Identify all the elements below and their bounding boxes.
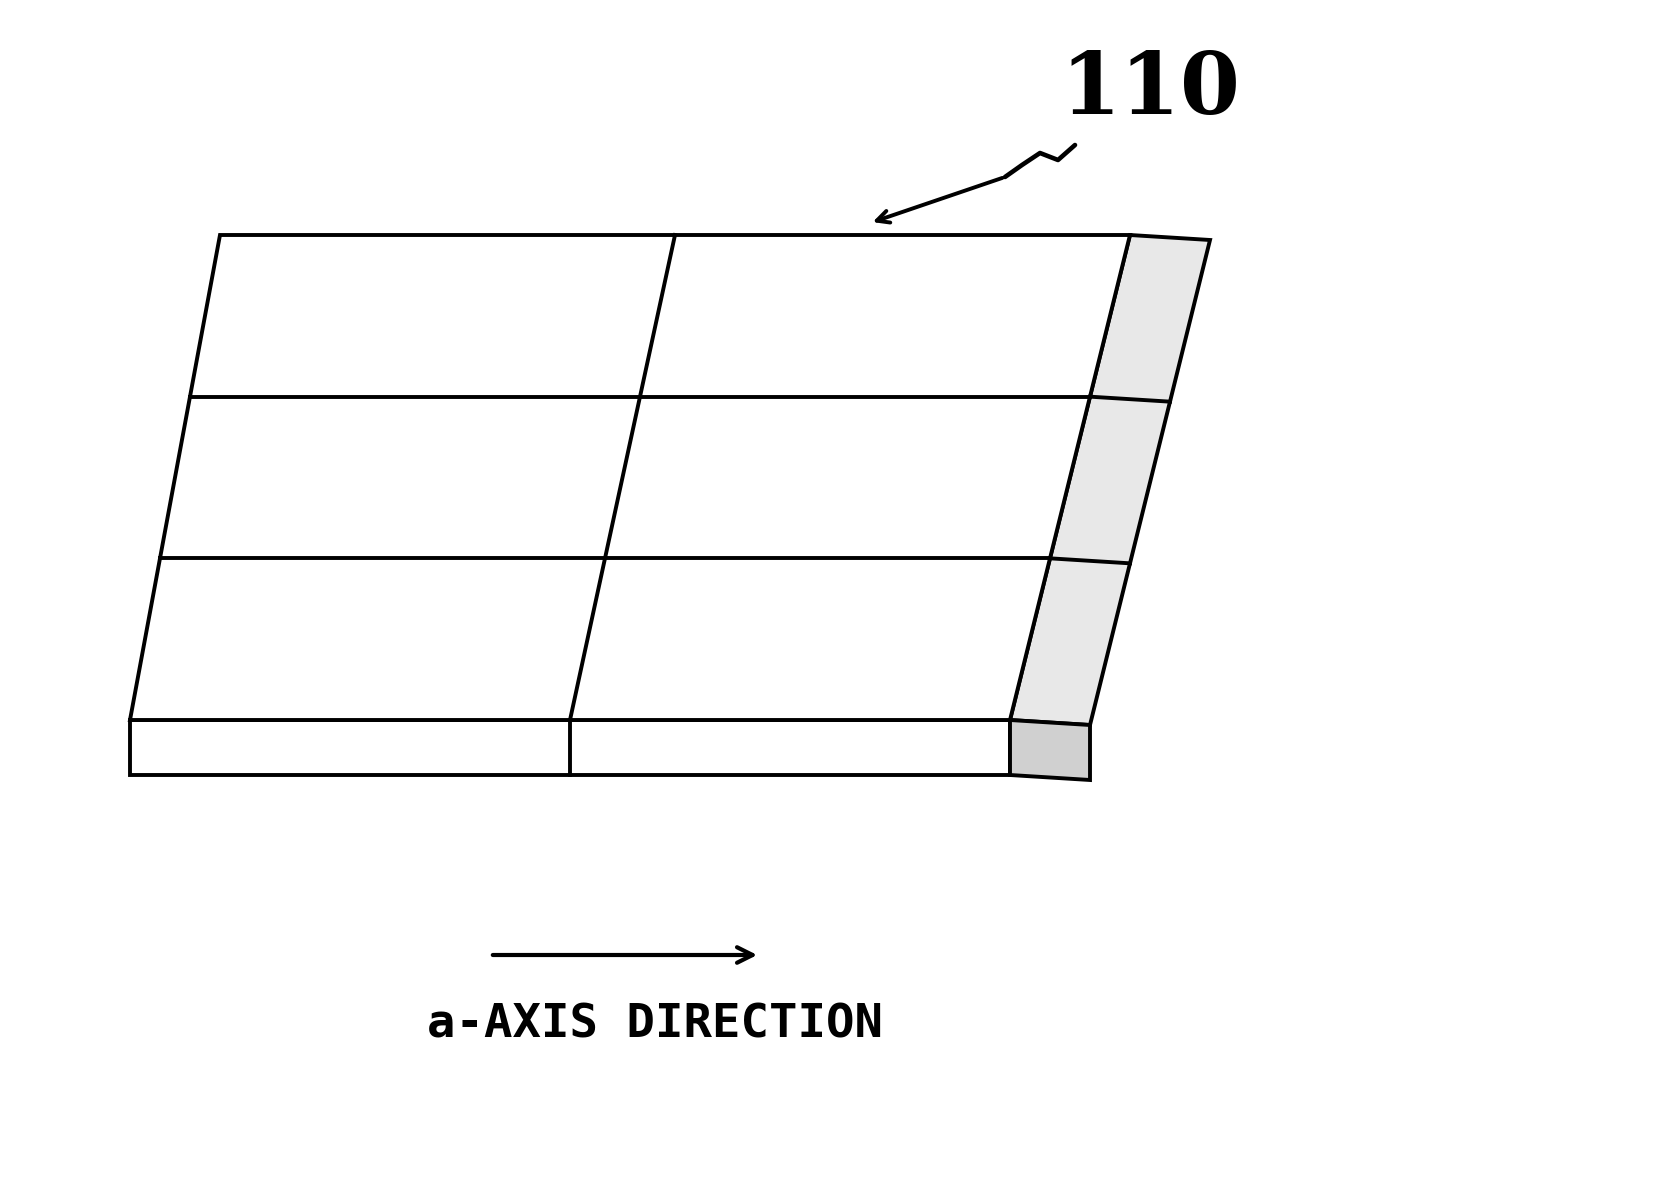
Polygon shape [1010, 720, 1090, 780]
Polygon shape [130, 235, 1130, 720]
Polygon shape [1010, 235, 1210, 725]
Polygon shape [130, 720, 1010, 775]
Text: a-AXIS DIRECTION: a-AXIS DIRECTION [427, 1003, 884, 1048]
Text: 110: 110 [1060, 49, 1240, 132]
